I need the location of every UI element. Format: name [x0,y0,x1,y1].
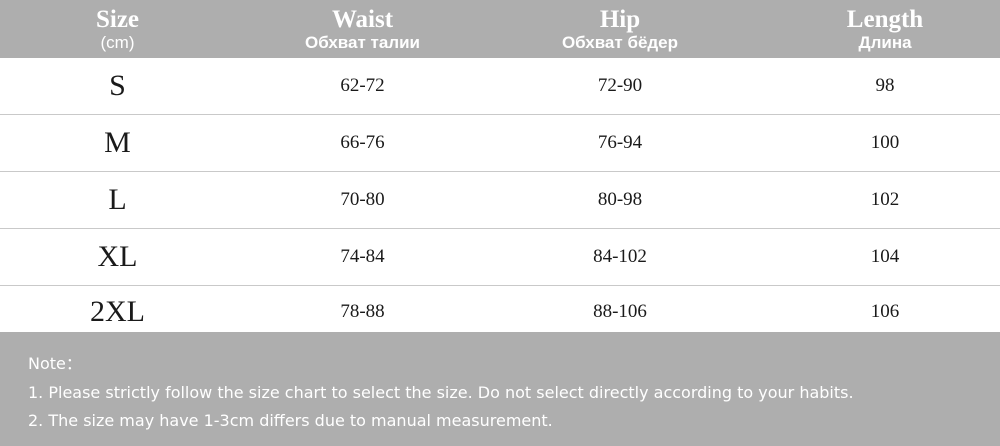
table-row: M 66-76 76-94 100 [0,115,1000,172]
header-waist-label-ru: Обхват талии [305,33,420,52]
table-header: Size (cm) Waist Обхват талии Hip Обхват … [0,0,1000,58]
length-cell: 104 [870,246,900,267]
length-cell: 100 [870,132,900,153]
header-hip: Hip Обхват бёдер [495,0,745,58]
hip-cell: 88-106 [593,301,647,322]
size-cell: M [104,126,131,159]
hip-cell: 72-90 [597,75,643,96]
table-row: S 62-72 72-90 98 [0,58,1000,115]
notes-title: Note： [28,354,82,373]
header-waist: Waist Обхват талии [230,0,495,58]
header-size: Size (cm) [0,0,235,58]
hip-cell: 84-102 [593,246,647,267]
table-row: 2XL 78-88 88-106 106 [0,286,1000,332]
waist-cell: 70-80 [340,189,385,210]
notes-panel: Note： 1. Please strictly follow the size… [0,332,1000,446]
note-line-1: 1. Please strictly follow the size chart… [28,383,854,402]
waist-cell: 78-88 [340,301,385,322]
table-row: L 70-80 80-98 102 [0,172,1000,229]
hip-cell: 80-98 [597,189,643,210]
length-cell: 102 [870,189,900,210]
note-line-2: 2. The size may have 1-3cm differs due t… [28,411,553,430]
waist-cell: 66-76 [340,132,385,153]
waist-cell: 74-84 [340,246,385,267]
header-waist-label: Waist [331,6,394,33]
length-cell: 106 [870,301,900,322]
header-size-unit: (cm) [100,33,135,52]
header-length-label-ru: Длина [858,33,912,52]
size-cell: L [108,183,127,216]
header-length-label: Length [846,6,924,33]
hip-cell: 76-94 [597,132,643,153]
size-cell: 2XL [90,295,145,328]
header-hip-label: Hip [599,6,641,33]
size-cell: S [109,69,126,102]
table-row: XL 74-84 84-102 104 [0,229,1000,286]
waist-cell: 62-72 [340,75,385,96]
length-cell: 98 [875,75,895,96]
header-size-label: Size [95,6,140,33]
header-hip-label-ru: Обхват бёдер [561,33,679,52]
header-length: Length Длина [760,0,1000,58]
size-cell: XL [97,240,138,273]
